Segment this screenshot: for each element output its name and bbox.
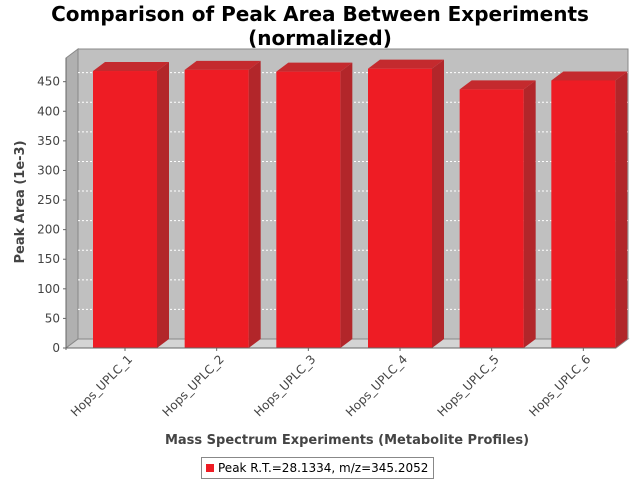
bar-side bbox=[615, 71, 628, 348]
x-tick-label: Hops_UPLC_5 bbox=[435, 352, 502, 419]
bar bbox=[184, 60, 261, 349]
plot-left-wall bbox=[65, 48, 79, 349]
x-axis: Hops_UPLC_1 Hops_UPLC_2 Hops_UPLC_3 Hops_UP… bbox=[66, 347, 616, 419]
x-tick-label: Hops_UPLC_2 bbox=[160, 352, 227, 419]
bar bbox=[93, 62, 169, 348]
bar-top bbox=[184, 60, 261, 70]
y-tick-label: 250 bbox=[37, 193, 60, 207]
bar bbox=[459, 80, 536, 349]
y-tick-label: 450 bbox=[37, 75, 60, 89]
legend: Peak R.T.=28.1334, m/z=345.2052 bbox=[201, 457, 435, 479]
y-tick-label: 300 bbox=[37, 163, 60, 177]
bar-top bbox=[276, 62, 353, 72]
bar-front bbox=[551, 80, 616, 348]
x-tick-label: Hops_UPLC_3 bbox=[251, 352, 318, 419]
chart-title-line-1: Comparison of Peak Area Between Experime… bbox=[51, 2, 589, 26]
y-tick-label: 150 bbox=[37, 252, 60, 266]
bar-side bbox=[340, 62, 353, 348]
bar-side bbox=[248, 60, 261, 349]
legend-label: Peak R.T.=28.1334, m/z=345.2052 bbox=[218, 461, 429, 475]
bar-front bbox=[276, 71, 341, 348]
x-axis-title: Mass Spectrum Experiments (Metabolite Pr… bbox=[165, 433, 529, 448]
x-tick-label: Hops_UPLC_6 bbox=[526, 352, 593, 419]
y-tick-label: 400 bbox=[37, 104, 60, 118]
bar-top bbox=[459, 80, 536, 90]
bar bbox=[368, 59, 444, 348]
bar-front bbox=[459, 89, 524, 349]
chart-title: Comparison of Peak Area Between Experime… bbox=[0, 2, 640, 50]
bar-front bbox=[184, 69, 249, 348]
y-tick-label: 350 bbox=[37, 134, 60, 148]
bar bbox=[276, 62, 353, 348]
bars bbox=[93, 59, 628, 349]
bar-side bbox=[157, 62, 169, 348]
plot-back-wall bbox=[77, 48, 629, 340]
bar-side bbox=[523, 80, 536, 349]
bar-front bbox=[93, 71, 157, 348]
y-axis-title: Peak Area (1e-3) bbox=[13, 140, 28, 263]
y-tick-label: 200 bbox=[37, 223, 60, 237]
chart-title-line-2: (normalized) bbox=[248, 26, 392, 50]
bar-top bbox=[93, 62, 169, 72]
legend-swatch bbox=[206, 464, 214, 472]
y-tick-label: 50 bbox=[45, 311, 60, 325]
y-tick-label: 0 bbox=[52, 341, 60, 355]
bar-front bbox=[368, 68, 432, 348]
x-tick-label: Hops_UPLC_1 bbox=[68, 352, 135, 419]
y-axis: 0 50 100 150 200 250 300 350 400 450 bbox=[37, 58, 67, 355]
bar-side bbox=[432, 59, 444, 348]
x-tick-label: Hops_UPLC_4 bbox=[343, 352, 410, 419]
bar-top bbox=[551, 71, 628, 81]
bar-top bbox=[368, 59, 444, 69]
y-tick-label: 100 bbox=[37, 282, 60, 296]
bar bbox=[551, 71, 628, 348]
